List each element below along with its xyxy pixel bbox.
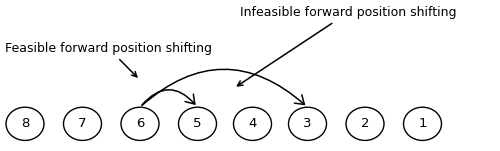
Ellipse shape: [6, 107, 44, 140]
Text: 6: 6: [136, 117, 144, 130]
Text: 3: 3: [303, 117, 312, 130]
Ellipse shape: [234, 107, 272, 140]
FancyArrowPatch shape: [142, 69, 304, 105]
Ellipse shape: [178, 107, 216, 140]
Text: 7: 7: [78, 117, 87, 130]
Ellipse shape: [288, 107, 327, 140]
Ellipse shape: [64, 107, 102, 140]
Text: 8: 8: [21, 117, 29, 130]
Text: 2: 2: [361, 117, 369, 130]
Ellipse shape: [121, 107, 159, 140]
Text: 1: 1: [418, 117, 427, 130]
Text: Infeasible forward position shifting: Infeasible forward position shifting: [238, 6, 456, 86]
Ellipse shape: [346, 107, 384, 140]
Text: 5: 5: [193, 117, 202, 130]
Text: 4: 4: [248, 117, 256, 130]
FancyArrowPatch shape: [142, 90, 195, 105]
Text: Feasible forward position shifting: Feasible forward position shifting: [5, 42, 212, 77]
Ellipse shape: [404, 107, 442, 140]
